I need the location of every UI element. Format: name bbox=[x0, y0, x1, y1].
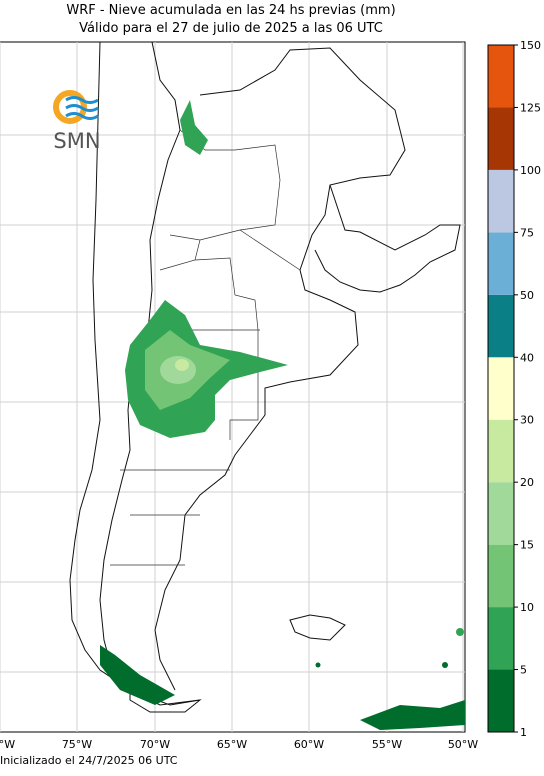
colorbar-tick-label: 1 bbox=[520, 726, 527, 739]
colorbar-tick-label: 15 bbox=[520, 539, 534, 552]
colorbar-segment bbox=[488, 294, 514, 358]
colorbar-tick-label: 30 bbox=[520, 414, 534, 427]
snow-area bbox=[315, 662, 321, 668]
logo-text: SMN bbox=[53, 129, 100, 153]
snow-area bbox=[180, 100, 208, 155]
colorbar-segment bbox=[488, 669, 514, 732]
lon-label: 65°W bbox=[217, 738, 247, 751]
colorbar-segment bbox=[488, 482, 514, 545]
colorbar-tick-label: 50 bbox=[520, 289, 534, 302]
colorbar-tick-label: 125 bbox=[520, 101, 541, 114]
colorbar-tick-label: 40 bbox=[520, 351, 534, 364]
snow-area bbox=[175, 359, 189, 371]
colorbar-segment bbox=[488, 169, 514, 233]
colorbar-frame bbox=[487, 44, 515, 733]
colorbar-segment bbox=[488, 107, 514, 170]
colorbar-segment bbox=[488, 45, 514, 108]
logo: SMN bbox=[53, 90, 101, 153]
colorbar-segment bbox=[488, 419, 514, 483]
lon-label: 55°W bbox=[372, 738, 402, 751]
province-lines bbox=[110, 129, 301, 566]
lon-label: 60°W bbox=[294, 738, 324, 751]
uruguay-brazil bbox=[314, 184, 461, 293]
lon-label: 70°W bbox=[140, 738, 170, 751]
logo-sun bbox=[53, 90, 87, 124]
snow-area bbox=[456, 628, 464, 636]
lon-label: 80°W bbox=[0, 738, 15, 751]
lon-label: 50°W bbox=[448, 738, 478, 751]
colorbar-tick-label: 75 bbox=[520, 226, 534, 239]
logo-waves bbox=[65, 96, 99, 120]
colorbar-segment bbox=[488, 357, 514, 420]
lon-label: 75°W bbox=[62, 738, 92, 751]
tierra-del-fuego bbox=[129, 689, 202, 713]
colorbar-tick-label: 20 bbox=[520, 476, 534, 489]
colorbar-segment bbox=[488, 544, 514, 608]
colorbar-tick-label: 100 bbox=[520, 164, 541, 177]
map-area: SMN bbox=[0, 41, 466, 733]
colorbar-segment bbox=[488, 607, 514, 670]
snow-area bbox=[442, 662, 448, 668]
snow-area bbox=[360, 700, 465, 730]
colorbar-tick-label: 10 bbox=[520, 601, 534, 614]
argentina-east bbox=[154, 47, 406, 691]
footer: Inicializado el 24/7/2025 06 UTC bbox=[0, 754, 178, 767]
colorbar-tick-label: 5 bbox=[520, 664, 527, 677]
snow-area bbox=[100, 645, 175, 705]
malvinas bbox=[289, 614, 346, 641]
colorbar-segment bbox=[488, 232, 514, 295]
snow-areas bbox=[100, 100, 465, 730]
subtitle: Válido para el 27 de julio de 2025 a las… bbox=[79, 21, 383, 36]
coastlines-borders bbox=[69, 41, 461, 713]
title: WRF - Nieve acumulada en las 24 hs previ… bbox=[66, 3, 395, 18]
colorbar-tick-label: 150 bbox=[520, 39, 541, 52]
